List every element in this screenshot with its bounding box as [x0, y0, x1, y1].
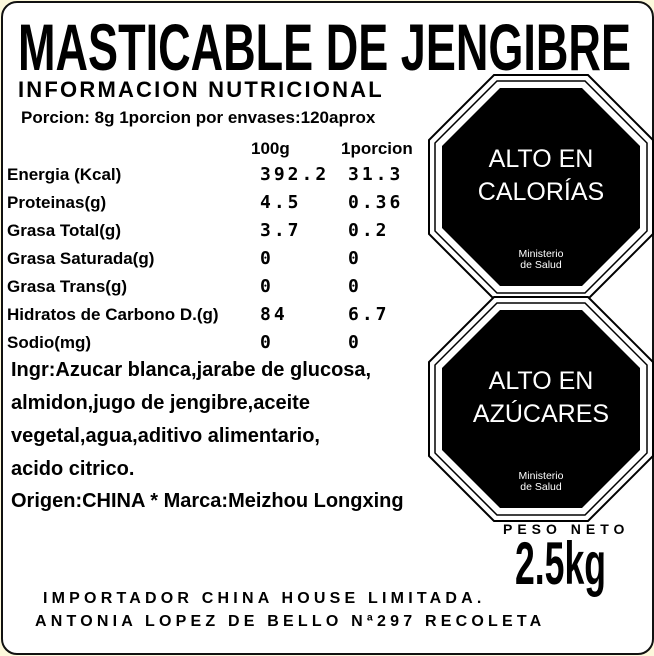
value-serving: 0	[348, 248, 362, 269]
ingredients-line: almidon,jugo de jengibre,aceite	[11, 392, 310, 414]
value-serving: 6.7	[348, 304, 390, 325]
value-serving: 0	[348, 332, 362, 353]
seal-line1: ALTO EN	[488, 145, 594, 173]
warning-seal-calories: ALTO EN CALORÍAS Ministerio de Salud	[427, 73, 654, 301]
value-serving: 0.36	[348, 192, 404, 213]
value-100g: 3.7	[260, 220, 302, 241]
octagon-seal-icon	[428, 74, 654, 300]
ingredients-line: Ingr:Azucar blanca,jarabe de glucosa,	[11, 359, 372, 381]
nutrient-label: Grasa Trans(g)	[7, 277, 127, 296]
value-serving: 0.2	[348, 220, 390, 241]
nutrient-label: Energia (Kcal)	[7, 165, 122, 184]
importer: IMPORTADOR CHINA HOUSE LIMITADA.	[43, 590, 486, 607]
authority-line1: Ministerio	[518, 248, 564, 260]
column-header-100g: 100g	[251, 139, 290, 158]
value-100g: 84	[260, 304, 288, 325]
value-serving: 31.3	[348, 164, 404, 185]
seal-text: ALTO EN AZÚCARES	[427, 365, 654, 431]
value-100g: 392.2	[260, 164, 330, 185]
net-weight-label: PESO NETO	[503, 521, 630, 537]
nutrition-heading: INFORMACION NUTRICIONAL	[18, 77, 384, 102]
authority-line1: Ministerio	[518, 470, 564, 482]
net-weight: 2.5kg	[515, 533, 654, 595]
octagon-seal-icon	[428, 296, 654, 522]
serving-info: Porcion: 8g 1porcion por envases:120apro…	[21, 108, 376, 127]
seal-authority: Ministerio de Salud	[427, 471, 654, 493]
nutrient-label: Sodio(mg)	[7, 333, 92, 352]
nutrient-label: Grasa Saturada(g)	[7, 249, 155, 268]
net-weight-value: 2.5kg	[515, 530, 606, 597]
nutrient-label: Proteinas(g)	[7, 193, 107, 212]
nutrient-label: Grasa Total(g)	[7, 221, 121, 240]
seal-line1: ALTO EN	[488, 367, 594, 395]
address: ANTONIA LOPEZ DE BELLO Nª297 RECOLETA	[35, 613, 546, 630]
ingredients-line: vegetal,agua,aditivo alimentario,	[11, 425, 320, 447]
nutrient-label: Hidratos de Carbono D.(g)	[7, 305, 219, 324]
ingredients-line: acido citrico.	[11, 458, 135, 480]
warning-seal-sugars: ALTO EN AZÚCARES Ministerio de Salud	[427, 295, 654, 523]
authority-line2: de Salud	[520, 259, 562, 271]
value-100g: 0	[260, 332, 274, 353]
seal-line2: CALORÍAS	[477, 178, 605, 206]
product-title: MASTICABLE DE JENGIBRE	[18, 11, 654, 83]
product-title-text: MASTICABLE DE JENGIBRE	[18, 10, 631, 84]
value-serving: 0	[348, 276, 362, 297]
seal-text: ALTO EN CALORÍAS	[427, 143, 654, 209]
column-header-serving: 1porcion	[341, 139, 413, 158]
value-100g: 4.5	[260, 192, 302, 213]
authority-line2: de Salud	[520, 481, 562, 493]
seal-line2: AZÚCARES	[472, 400, 610, 428]
value-100g: 0	[260, 248, 274, 269]
value-100g: 0	[260, 276, 274, 297]
seal-authority: Ministerio de Salud	[427, 249, 654, 271]
origin-brand: Origen:CHINA * Marca:Meizhou Longxing	[11, 490, 404, 512]
